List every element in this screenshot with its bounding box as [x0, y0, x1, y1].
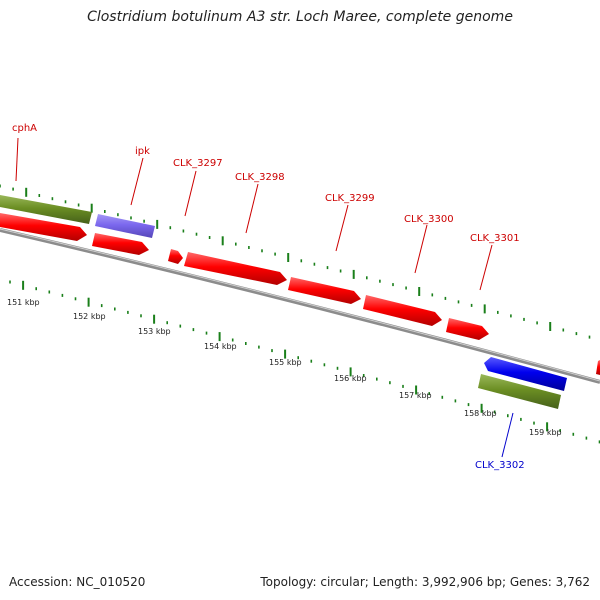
- feature-cds-2[interactable]: [92, 233, 149, 255]
- gene-label-clk3302[interactable]: CLK_3302: [475, 460, 525, 471]
- scale-label-156: 156 kbp: [334, 374, 367, 383]
- scale-label-158: 158 kbp: [464, 409, 497, 418]
- gene-label-clk3301[interactable]: CLK_3301: [470, 233, 520, 244]
- gene-label-clk3298[interactable]: CLK_3298: [235, 172, 285, 183]
- scale-label-159: 159 kbp: [529, 428, 562, 437]
- feature-cds-1[interactable]: [0, 213, 87, 241]
- scale-label-157: 157 kbp: [399, 391, 432, 400]
- gene-label-clk3299[interactable]: CLK_3299: [325, 193, 375, 204]
- feature-cphA[interactable]: [0, 195, 92, 224]
- feature-olive-reverse[interactable]: [478, 374, 561, 409]
- scale-label-154: 154 kbp: [204, 342, 237, 351]
- feature-ipk[interactable]: [95, 214, 155, 238]
- reverse-callout: [501, 412, 514, 458]
- scale-label-153: 153 kbp: [138, 327, 171, 336]
- feature-clk3297[interactable]: [168, 249, 183, 264]
- forward-callouts: [15, 137, 493, 291]
- scale-label-151: 151 kbp: [7, 298, 40, 307]
- feature-edge-cds[interactable]: [596, 360, 600, 375]
- gene-label-clk3297[interactable]: CLK_3297: [173, 158, 223, 169]
- forward-tick-row: [0, 184, 591, 339]
- accession-text: Accession: NC_010520: [9, 575, 146, 589]
- feature-clk3301[interactable]: [446, 318, 489, 340]
- map-title: Clostridium botulinum A3 str. Loch Maree…: [87, 9, 513, 25]
- scale-label-152: 152 kbp: [73, 312, 106, 321]
- gene-label-cphA[interactable]: cphA: [12, 123, 37, 134]
- feature-clk3300[interactable]: [363, 295, 442, 326]
- feature-clk3302[interactable]: [484, 357, 567, 391]
- feature-clk3298[interactable]: [184, 252, 287, 285]
- genome-backbone: [0, 228, 600, 384]
- scale-label-155: 155 kbp: [269, 358, 302, 367]
- genome-summary-text: Topology: circular; Length: 3,992,906 bp…: [260, 575, 590, 589]
- gene-label-ipk[interactable]: ipk: [135, 146, 150, 157]
- scale-tick-row: [9, 280, 600, 444]
- backbone-highlight: [0, 228, 600, 382]
- gene-label-clk3300[interactable]: CLK_3300: [404, 214, 454, 225]
- feature-clk3299[interactable]: [288, 277, 361, 304]
